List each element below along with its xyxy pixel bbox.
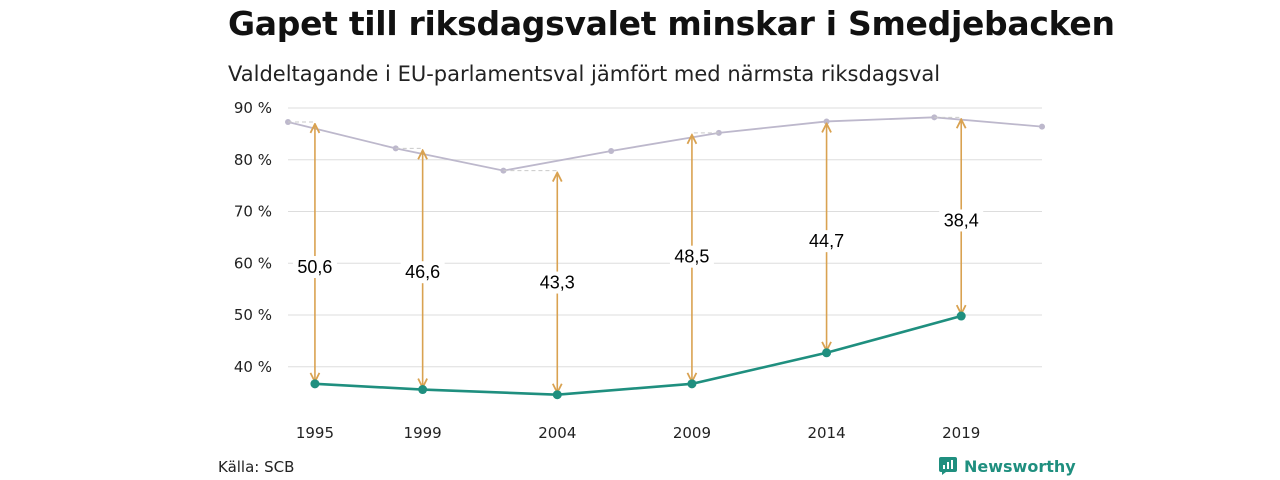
gridlines <box>288 107 1042 368</box>
riksdag-point <box>1039 123 1045 130</box>
brand-logo: Newsworthy <box>938 456 1076 476</box>
y-axis-ticks: 40 % 50 % 60 % 70 % 80 % 90 % <box>234 99 272 376</box>
gap-label: 48,5 <box>674 247 709 267</box>
eu-point <box>418 385 428 395</box>
x-axis-ticks: 1995 1999 2004 2009 2014 2019 <box>296 424 980 442</box>
gap-label-background <box>669 245 714 268</box>
gap-arrows: 50,6 46,6 43,3 48,5 44,7 38,4 <box>288 116 984 392</box>
y-tick-label: 40 % <box>234 358 272 376</box>
source-note: Källa: SCB <box>218 458 295 476</box>
x-tick-label: 2009 <box>673 424 711 442</box>
newsworthy-logo-icon <box>939 457 957 475</box>
riksdag-series <box>285 114 1045 174</box>
x-tick-label: 1999 <box>404 424 442 442</box>
x-tick-label: 2019 <box>942 424 980 442</box>
riksdag-line <box>287 116 1043 172</box>
eu-point <box>687 379 697 389</box>
gap-label-background <box>292 256 337 279</box>
gap-label: 44,7 <box>809 231 844 251</box>
gap-label: 50,6 <box>297 257 332 277</box>
eu-point <box>552 390 562 400</box>
x-tick-label: 1995 <box>296 424 334 442</box>
brand-name: Newsworthy <box>964 456 1076 476</box>
riksdag-point <box>608 147 615 154</box>
eu-point <box>956 311 966 321</box>
chart-subtitle: Valdeltagande i EU-parlamentsval jämfört… <box>228 62 941 86</box>
chart-title: Gapet till riksdagsvalet minskar i Smedj… <box>228 4 1115 43</box>
x-tick-label: 2004 <box>538 424 576 442</box>
y-tick-label: 80 % <box>234 151 272 169</box>
eu-point <box>310 379 320 389</box>
x-tick-label: 2014 <box>807 424 845 442</box>
y-tick-label: 90 % <box>234 99 272 117</box>
gap-label-background <box>939 209 984 232</box>
eu-line <box>314 314 962 397</box>
eu-series <box>310 311 966 400</box>
y-tick-label: 70 % <box>234 203 272 221</box>
gap-label: 38,4 <box>944 210 979 230</box>
gap-label-background <box>535 271 580 294</box>
gap-label: 46,6 <box>405 262 440 282</box>
eu-point <box>822 348 832 358</box>
gap-label-background <box>804 230 849 253</box>
y-tick-label: 60 % <box>234 254 272 272</box>
gap-label-background <box>400 261 445 284</box>
y-tick-label: 50 % <box>234 306 272 324</box>
gap-label: 43,3 <box>540 273 575 293</box>
